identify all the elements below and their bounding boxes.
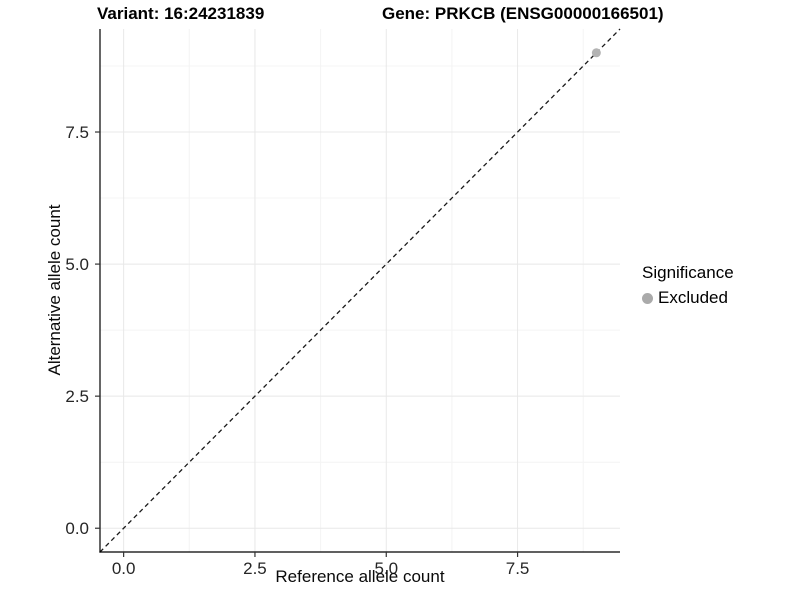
excluded-point-icon bbox=[642, 292, 653, 304]
data-point bbox=[591, 48, 601, 58]
legend: Significance Excluded bbox=[642, 263, 734, 308]
legend-title: Significance bbox=[642, 263, 734, 282]
x-tick-label: 0.0 bbox=[112, 559, 136, 578]
legend-item-excluded: Excluded bbox=[642, 288, 734, 308]
legend-item-label: Excluded bbox=[658, 288, 728, 307]
x-tick-label: 5.0 bbox=[374, 559, 398, 578]
y-axis-title: Alternative allele count bbox=[45, 204, 64, 376]
y-tick-label: 5.0 bbox=[65, 255, 89, 274]
identity-line bbox=[99, 28, 621, 553]
y-tick-label: 7.5 bbox=[65, 123, 89, 142]
y-tick-label: 0.0 bbox=[65, 519, 89, 538]
y-tick-label: 2.5 bbox=[65, 387, 89, 406]
plot-title-variant: Variant: 16:24231839 bbox=[97, 4, 265, 23]
x-tick-label: 7.5 bbox=[506, 559, 530, 578]
x-axis-title: Reference allele count bbox=[275, 567, 445, 586]
x-tick-label: 2.5 bbox=[243, 559, 267, 578]
plot-title-gene: Gene: PRKCB (ENSG00000166501) bbox=[382, 4, 664, 23]
